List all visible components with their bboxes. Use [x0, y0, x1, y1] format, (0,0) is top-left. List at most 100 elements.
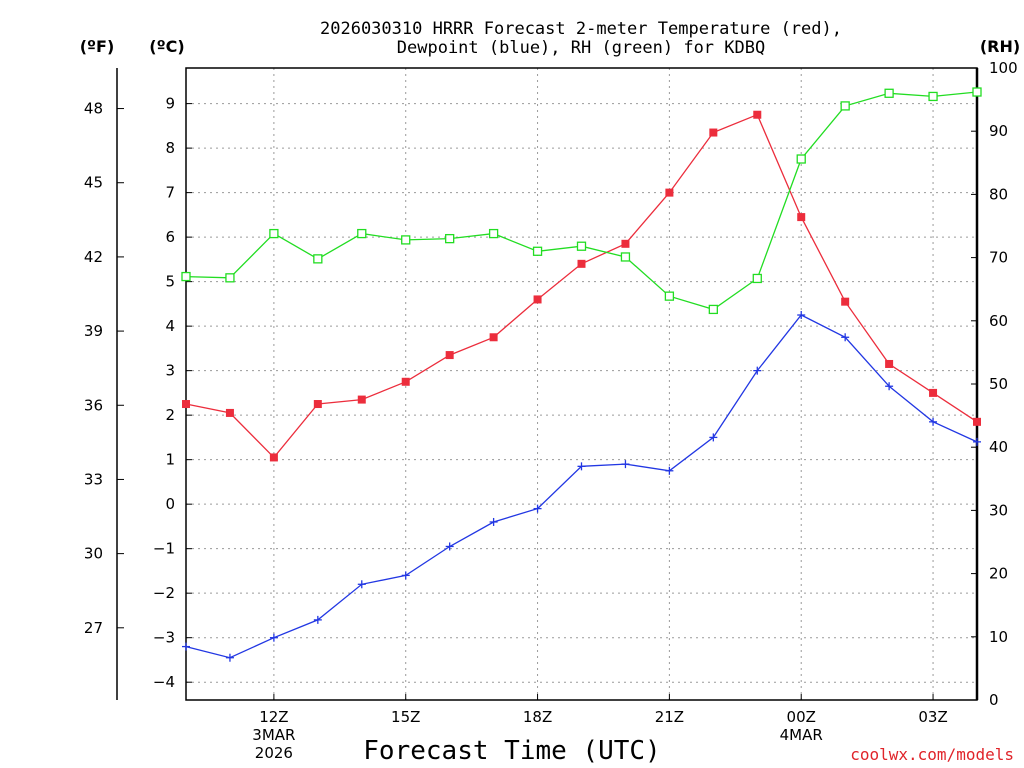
celsius-tick-label: 4 — [165, 317, 175, 335]
fahrenheit-tick-label: 48 — [84, 100, 103, 118]
x-tick-label: 3MAR — [252, 726, 295, 744]
dewpoint-point — [929, 417, 938, 426]
x-tick-label: 12Z — [259, 708, 288, 726]
celsius-tick-label: 6 — [165, 228, 175, 246]
rh-point — [664, 291, 675, 301]
2-meter-temperature-point — [621, 239, 630, 248]
dewpoint-point — [841, 333, 850, 342]
fahrenheit-tick-label: 42 — [84, 248, 103, 266]
2-meter-temperature-line — [185, 113, 978, 459]
x-tick-label: 4MAR — [780, 726, 823, 744]
celsius-tick-label: 7 — [165, 184, 175, 202]
rh-point — [620, 252, 631, 262]
rh-point — [708, 304, 718, 315]
2-meter-temperature-point — [929, 388, 938, 397]
dewpoint-point — [709, 433, 718, 442]
rh-point — [884, 88, 894, 98]
rh-tick-label: 0 — [989, 691, 999, 709]
axis-ticks: 9876543210−1−2−3−44845423936333027100908… — [84, 59, 1018, 762]
dewpoint-point — [797, 311, 806, 320]
fahrenheit-tick-label: 45 — [84, 174, 103, 192]
2-meter-temperature-point — [665, 188, 674, 197]
rh-tick-label: 30 — [989, 501, 1008, 519]
celsius-tick-label: 1 — [165, 451, 175, 469]
celsius-tick-label: 3 — [165, 362, 175, 380]
credit-label: coolwx.com/models — [850, 745, 1014, 764]
2-meter-temperature-point — [269, 453, 278, 462]
2-meter-temperature-point — [973, 417, 981, 426]
dewpoint-line — [185, 314, 978, 659]
rh-point — [972, 87, 982, 97]
dewpoint-point — [533, 504, 542, 513]
dewpoint-point — [621, 460, 630, 469]
2-meter-temperature-point — [489, 333, 498, 342]
dewpoint-point — [225, 653, 234, 662]
celsius-tick-label: −2 — [153, 584, 175, 602]
rh-point — [576, 241, 587, 251]
2-meter-temperature-point — [709, 128, 718, 137]
x-tick-label: 18Z — [523, 708, 552, 726]
fahrenheit-tick-label: 36 — [84, 396, 103, 414]
celsius-tick-label: 5 — [165, 273, 175, 291]
rh-tick-label: 20 — [989, 565, 1008, 583]
fahrenheit-tick-label: 30 — [84, 545, 103, 563]
2-meter-temperature-point — [841, 297, 850, 306]
rh-line — [185, 91, 978, 311]
celsius-tick-label: 0 — [165, 495, 175, 513]
rh-tick-label: 90 — [989, 122, 1008, 140]
celsius-tick-label: 8 — [165, 139, 175, 157]
rh-tick-label: 80 — [989, 185, 1008, 203]
rh-point — [840, 101, 850, 111]
data-series — [181, 87, 982, 662]
celsius-tick-label: 9 — [165, 95, 175, 113]
rh-point — [181, 271, 191, 282]
2-meter-temperature-point — [753, 110, 762, 119]
fahrenheit-tick-label: 39 — [84, 322, 103, 340]
rh-tick-label: 60 — [989, 312, 1008, 330]
dewpoint-point — [489, 517, 498, 526]
rh-tick-label: 70 — [989, 249, 1008, 267]
chart-title-line-1: 2026030310 HRRR Forecast 2-meter Tempera… — [320, 19, 842, 39]
rh-point — [796, 154, 806, 164]
celsius-tick-label: −1 — [153, 540, 175, 558]
rh-point — [752, 273, 762, 284]
x-axis-title: Forecast Time (UTC) — [363, 736, 660, 766]
fahrenheit-tick-label: 27 — [84, 619, 103, 637]
rh-point — [532, 246, 543, 256]
rh-tick-label: 10 — [989, 628, 1008, 646]
dewpoint-point — [885, 382, 894, 391]
rh-point — [225, 273, 235, 283]
rh-unit-label: (RH) — [980, 37, 1020, 56]
rh-point — [928, 91, 938, 102]
dewpoint-point — [313, 615, 322, 624]
dewpoint-point — [269, 633, 278, 642]
celsius-unit-label: (ºC) — [149, 37, 184, 56]
rh-point — [488, 228, 499, 239]
dewpoint-point — [665, 466, 674, 475]
2-meter-temperature-point — [225, 408, 234, 417]
dewpoint-point — [577, 462, 586, 471]
dewpoint-point — [182, 642, 190, 651]
dewpoint-point — [753, 366, 762, 375]
2-meter-temperature-point — [357, 395, 366, 404]
2-meter-temperature-point — [313, 400, 322, 409]
2-meter-temperature-point — [182, 400, 190, 409]
2-meter-temperature-point — [401, 377, 410, 386]
rh-tick-label: 50 — [989, 375, 1008, 393]
celsius-tick-label: −4 — [153, 673, 175, 691]
dewpoint-point — [973, 437, 981, 446]
rh-point — [445, 233, 455, 244]
fahrenheit-tick-label: 33 — [84, 470, 103, 488]
plot-frame — [185, 67, 978, 701]
celsius-tick-label: 2 — [165, 406, 175, 424]
dewpoint-point — [357, 580, 366, 589]
x-tick-label: 00Z — [787, 708, 816, 726]
rh-point — [357, 228, 367, 239]
x-tick-label: 15Z — [391, 708, 420, 726]
rh-tick-label: 100 — [989, 59, 1018, 77]
x-tick-label: 21Z — [655, 708, 684, 726]
2-meter-temperature-point — [885, 359, 894, 368]
rh-point — [269, 228, 279, 239]
x-tick-label: 03Z — [918, 708, 947, 726]
